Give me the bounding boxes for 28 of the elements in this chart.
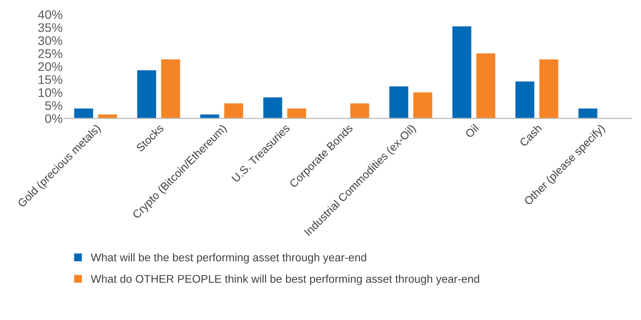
bar — [263, 97, 282, 118]
y-tick-label: 20% — [38, 62, 62, 72]
bar — [98, 114, 118, 118]
bar — [452, 26, 472, 118]
legend-label: What do OTHER PEOPLE think will be best performing asset through year-end — [90, 274, 480, 286]
bar — [287, 108, 306, 118]
bar — [350, 103, 370, 118]
bar — [137, 70, 156, 118]
y-tick-label: 15% — [38, 75, 62, 84]
bar — [224, 103, 244, 118]
y-tick-label: 40% — [38, 10, 62, 20]
bar — [476, 53, 496, 118]
bar — [200, 114, 220, 118]
bar — [74, 108, 94, 118]
y-tick-label: 35% — [38, 23, 62, 32]
y-tick-label: 0% — [45, 114, 62, 124]
x-tick-label: Oil — [464, 124, 480, 138]
bar — [161, 59, 180, 118]
bar — [539, 59, 558, 118]
y-tick-label: 25% — [38, 49, 62, 58]
y-tick-label: 10% — [38, 88, 62, 98]
bar — [515, 81, 534, 118]
bar — [413, 92, 432, 118]
bar — [389, 86, 408, 118]
y-tick-label: 5% — [45, 101, 62, 110]
y-tick-label: 30% — [38, 36, 62, 46]
bar — [578, 108, 598, 118]
legend-label: What will be the best performing asset through year-end — [90, 253, 366, 264]
